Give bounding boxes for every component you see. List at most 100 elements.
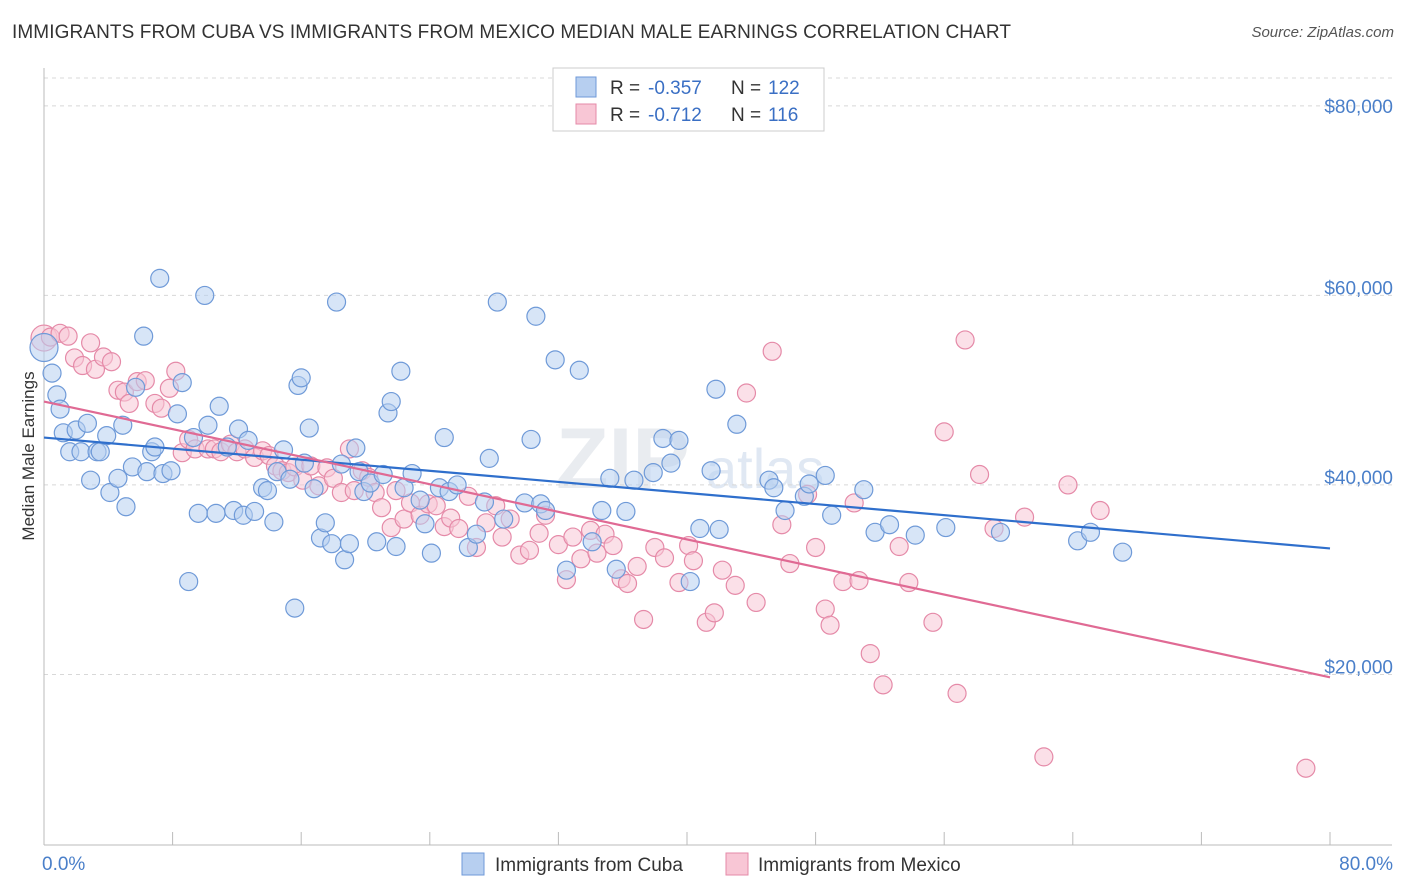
point-mexico (762, 341, 782, 361)
point-cuba (280, 469, 300, 489)
point-mexico (736, 383, 757, 403)
point-cuba (198, 415, 218, 435)
trend-lines (43, 400, 1331, 679)
point-mexico (654, 548, 675, 568)
point-cuba (77, 413, 98, 433)
bottom-legend-label-cuba: Immigrants from Cuba (495, 855, 683, 876)
point-cuba (315, 513, 335, 533)
bottom-legend: Immigrants from Cuba Immigrants from Mex… (461, 852, 961, 876)
y-tick-labels: $20,000 $40,000 $60,000 $80,000 (1324, 97, 1393, 679)
point-cuba (273, 440, 294, 460)
point-cuba (775, 500, 795, 521)
point-cuba (624, 470, 644, 490)
point-cuba (134, 326, 154, 346)
y-tick-label: $40,000 (1324, 468, 1393, 489)
source-label: Source: ZipAtlas.com (1251, 24, 1394, 41)
legend-r-value-cuba: -0.357 (648, 78, 702, 99)
point-cuba (391, 361, 411, 381)
point-cuba (822, 505, 842, 525)
point-cuba (90, 442, 110, 462)
legend: R = -0.357 N = 122 R = -0.712 N = 116 (552, 67, 825, 132)
legend-swatch-cuba (575, 76, 597, 98)
point-mexico (58, 326, 78, 346)
point-mexico (955, 330, 975, 350)
point-cuba (680, 571, 700, 592)
point-mexico (889, 536, 909, 557)
point-mexico (1034, 747, 1054, 767)
point-mexico (712, 560, 732, 580)
point-mexico (934, 422, 954, 442)
point-cuba (592, 500, 612, 521)
point-mexico (969, 464, 990, 485)
legend-r-label-cuba: R = (610, 78, 640, 99)
point-mexico (633, 609, 654, 630)
point-cuba (434, 427, 454, 448)
point-cuba (466, 524, 487, 544)
point-mexico (746, 592, 766, 613)
point-mexico (603, 535, 623, 556)
point-cuba (291, 368, 311, 388)
point-cuba (29, 332, 59, 363)
point-mexico (449, 518, 469, 539)
point-cuba (304, 479, 324, 499)
point-mexico (815, 599, 835, 619)
point-cuba (799, 474, 819, 494)
point-cuba (727, 414, 747, 434)
y-axis-title: Median Male Earnings (19, 371, 38, 540)
point-cuba (661, 453, 681, 473)
point-cuba (643, 463, 663, 483)
point-cuba (172, 372, 192, 393)
point-mexico (1058, 475, 1078, 495)
point-cuba (879, 515, 900, 535)
point-mexico (119, 393, 139, 414)
point-mexico (725, 575, 745, 595)
point-cuba (606, 559, 626, 579)
point-cuba (71, 442, 91, 462)
point-cuba (494, 509, 514, 529)
point-mexico (805, 537, 826, 558)
point-mexico (529, 523, 549, 543)
bottom-legend-swatch-mexico (725, 852, 749, 876)
point-mexico (873, 675, 893, 695)
point-cuba (326, 292, 347, 312)
point-cuba (1113, 542, 1133, 562)
point-cuba (600, 468, 620, 488)
x-ticks (43, 832, 1331, 845)
point-mexico (563, 527, 583, 547)
point-cuba (479, 448, 499, 468)
point-cuba (381, 391, 401, 412)
trend-line-cuba (43, 436, 1331, 550)
point-cuba (322, 534, 342, 554)
point-mexico (1090, 500, 1110, 521)
point-cuba (339, 534, 360, 554)
legend-n-label-cuba: N = (731, 78, 761, 99)
grid (44, 77, 1392, 675)
point-cuba (108, 468, 128, 488)
trend-line-mexico (43, 400, 1331, 679)
y-tick-label: $60,000 (1324, 278, 1393, 299)
point-cuba (195, 285, 215, 306)
point-cuba (815, 465, 835, 486)
x-tick-label-min: 0.0% (42, 854, 85, 875)
point-cuba (126, 377, 146, 397)
point-cuba (764, 478, 784, 498)
point-mexico (683, 551, 704, 571)
legend-r-label-mexico: R = (610, 105, 640, 126)
point-cuba (415, 514, 435, 534)
point-mexico (704, 603, 724, 623)
legend-box (552, 67, 825, 132)
point-cuba (487, 292, 507, 312)
point-cuba (854, 480, 874, 500)
point-cuba (569, 360, 589, 380)
point-cuba (556, 560, 577, 580)
point-cuba (706, 379, 726, 399)
point-cuba (264, 512, 284, 532)
point-cuba (335, 550, 355, 570)
point-cuba (150, 268, 170, 288)
point-mexico (617, 573, 638, 594)
point-cuba (690, 518, 710, 539)
point-cuba (167, 404, 188, 424)
point-cuba (410, 490, 430, 510)
point-cuba (161, 461, 181, 481)
